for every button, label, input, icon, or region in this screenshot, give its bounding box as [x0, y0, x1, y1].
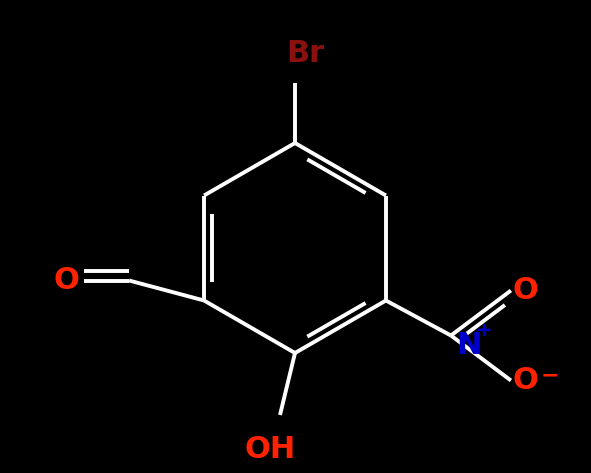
- Text: OH: OH: [244, 435, 296, 464]
- Text: O: O: [513, 366, 539, 395]
- Text: Br: Br: [286, 39, 324, 68]
- Text: O: O: [513, 276, 539, 305]
- Text: N: N: [456, 331, 481, 360]
- Text: O: O: [53, 266, 79, 295]
- Text: +: +: [476, 321, 492, 340]
- Text: −: −: [541, 366, 560, 385]
